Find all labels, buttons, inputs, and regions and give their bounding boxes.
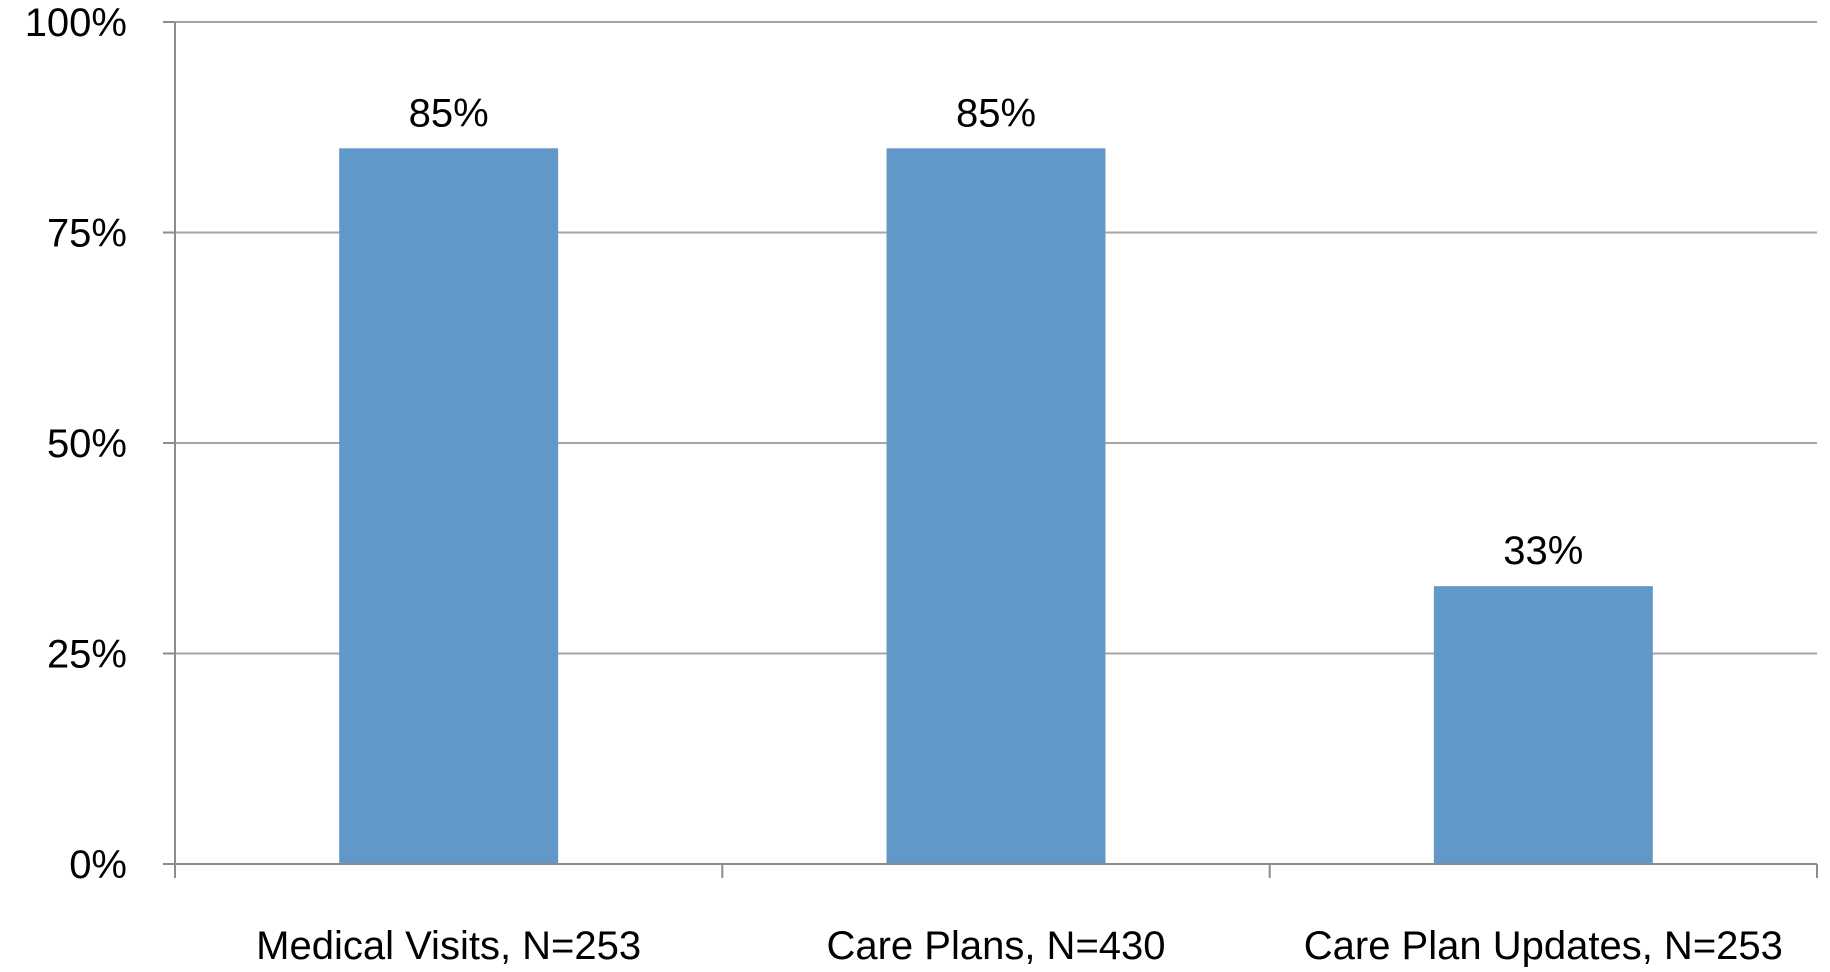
y-tick-label: 50% <box>47 422 127 466</box>
data-label: 33% <box>1503 529 1583 573</box>
y-tick-label: 75% <box>47 212 127 256</box>
bar <box>339 148 559 865</box>
axes <box>163 21 1818 878</box>
data-label: 85% <box>956 91 1036 135</box>
y-tick-label: 100% <box>25 1 127 45</box>
category-label: Medical Visits, N=253 <box>256 924 641 967</box>
y-tick-label: 25% <box>47 633 127 677</box>
bar <box>886 148 1106 865</box>
bar <box>1433 586 1653 864</box>
bars <box>339 148 1653 865</box>
y-tick-label: 0% <box>69 843 127 887</box>
category-label: Care Plans, N=430 <box>826 924 1165 967</box>
labels: 0% 25% 50% 75% 100% 85% Medical Visits, N=253 8… <box>25 1 1783 968</box>
category-label: Care Plan Updates, N=253 <box>1304 924 1783 967</box>
data-label: 85% <box>409 91 489 135</box>
